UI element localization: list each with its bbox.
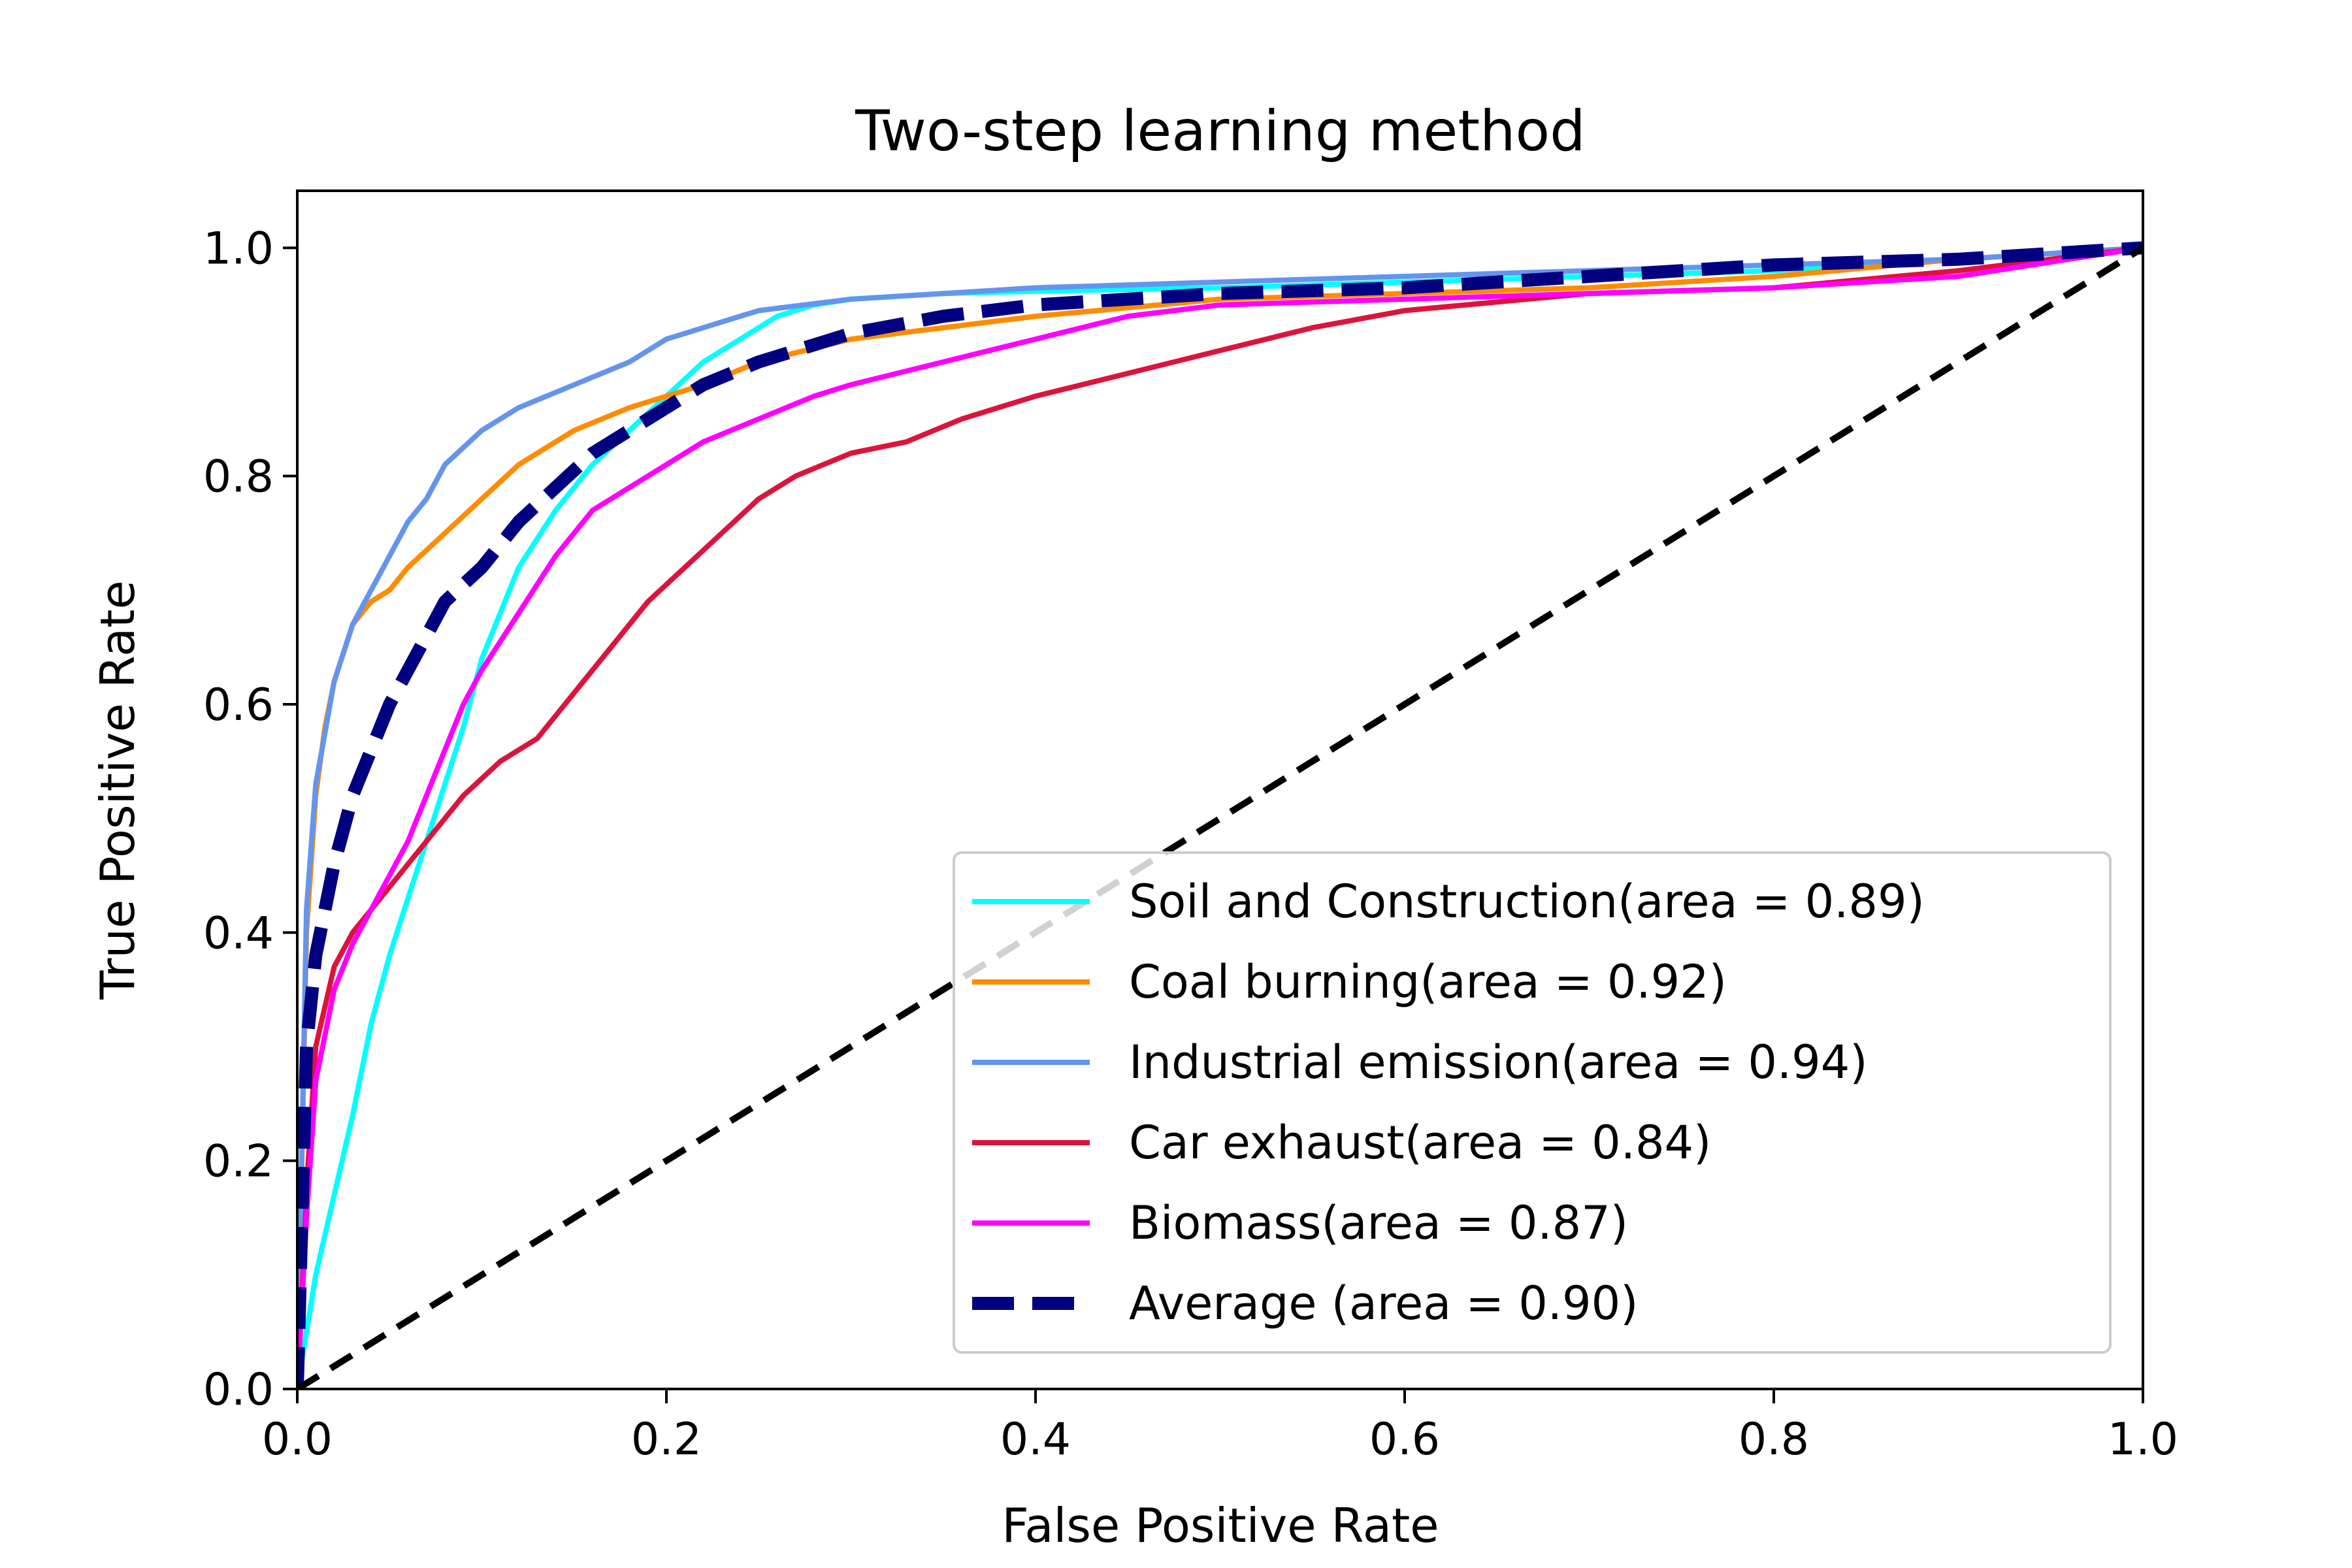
plot-frame (296, 189, 2144, 1390)
x-tick-label: 0.0 (262, 1414, 333, 1465)
legend-label-2: Coal burning(area = 0.92) (1129, 955, 1727, 1009)
x-tick-label: 0.4 (1000, 1414, 1071, 1465)
legend-box (953, 851, 2112, 1354)
y-tick-label: 0.4 (203, 907, 274, 959)
legend: Soil and Construction(area = 0.89) Coal b… (953, 851, 2112, 1354)
legend-label-3: Industrial emission(area = 0.94) (1129, 1036, 1868, 1089)
reference-diagonal-line (297, 245, 2143, 1389)
series-line-5 (297, 245, 2143, 1389)
chart-title: Two-step learning method (855, 99, 1586, 164)
x-axis-label: False Positive Rate (1002, 1498, 1439, 1553)
y-axis-label: True Positive Rate (90, 580, 145, 1000)
series-line-4 (297, 245, 2143, 1389)
y-axis-ticks: 0.0 0.2 0.4 0.6 0.8 1.0 (203, 223, 297, 1416)
y-tick-label: 1.0 (203, 223, 274, 274)
y-tick-label: 0.8 (203, 451, 274, 503)
y-tick-label: 0.0 (203, 1364, 274, 1416)
y-tick-label: 0.2 (203, 1136, 274, 1188)
x-tick-label: 0.2 (631, 1414, 702, 1465)
x-tick-label: 0.8 (1739, 1414, 1809, 1465)
series-line-6 (297, 241, 2143, 1389)
legend-label-5: Biomass(area = 0.87) (1129, 1196, 1628, 1250)
x-tick-label: 1.0 (2108, 1414, 2178, 1465)
legend-label-6: Average (area = 0.90) (1129, 1277, 1638, 1330)
series-line-3 (297, 245, 2143, 1389)
legend-label-1: Soil and Construction(area = 0.89) (1129, 875, 1925, 928)
x-axis-ticks: 0.0 0.2 0.4 0.6 0.8 1.0 (262, 1389, 2178, 1465)
y-tick-label: 0.6 (203, 679, 274, 731)
legend-label-4: Car exhaust(area = 0.84) (1129, 1116, 1711, 1169)
x-tick-label: 0.6 (1369, 1414, 1440, 1465)
